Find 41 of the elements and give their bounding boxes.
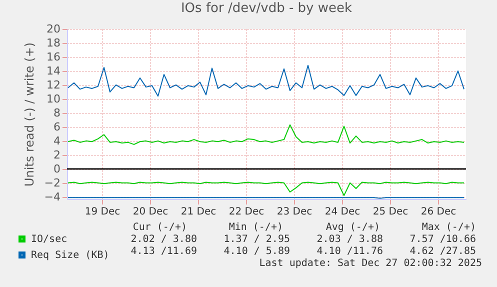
text: 2.02 / 3.80: [130, 234, 197, 246]
y-tick-label: −2: [44, 176, 60, 190]
text: 4.10 / 5.89: [224, 246, 290, 258]
x-tick-label: 22 Dec: [228, 206, 264, 218]
y-axis-title: Units read (-) / write (+): [22, 42, 36, 187]
y-tick-label: 0: [54, 162, 60, 176]
line-series: [68, 124, 464, 145]
y-tick-label: −4: [44, 190, 60, 204]
text: 4.62 /27.85: [410, 246, 476, 258]
text: 4.13 /11.69: [130, 246, 197, 258]
text: Last update: Sat Dec 27 02:00:32 2025: [259, 258, 482, 270]
text: Min (-/+): [228, 222, 283, 234]
y-tick-label: 8: [54, 106, 60, 120]
y-tick-label: 18: [46, 36, 60, 50]
y-tick-label: 20: [46, 22, 60, 36]
text: Avg (-/+): [326, 222, 380, 234]
legend-label: IO/sec: [31, 234, 68, 245]
x-tick-label: 24 Dec: [324, 206, 360, 218]
text: 2.03 / 3.88: [316, 234, 383, 246]
x-tick-label: 20 Dec: [132, 206, 168, 218]
x-tick-label: 23 Dec: [276, 206, 312, 218]
text: 1.37 / 2.95: [224, 234, 290, 246]
y-tick-label: 10: [46, 92, 60, 106]
x-tick-label: 19 Dec: [84, 206, 120, 218]
text: Cur (-/+): [132, 222, 187, 234]
y-tick-label: 14: [46, 64, 60, 78]
text: 4.10 /11.76: [316, 246, 383, 258]
line-series: [68, 182, 464, 196]
y-tick-label: 12: [46, 78, 60, 92]
y-tick-label: 4: [54, 134, 60, 148]
x-tick-label: 21 Dec: [180, 206, 216, 218]
line-series: [68, 64, 464, 97]
chart-title: IOs for /dev/vdb - by week: [180, 1, 352, 16]
x-tick-label: 26 Dec: [420, 206, 456, 218]
legend-label: Req Size (KB): [31, 250, 110, 261]
text: 7.57 /10.66: [410, 234, 476, 246]
y-tick-label: 2: [54, 148, 60, 162]
x-tick-label: 25 Dec: [372, 206, 408, 218]
y-tick-label: 6: [54, 120, 60, 134]
y-tick-label: 16: [46, 50, 60, 64]
text: Max (-/+): [422, 222, 476, 234]
